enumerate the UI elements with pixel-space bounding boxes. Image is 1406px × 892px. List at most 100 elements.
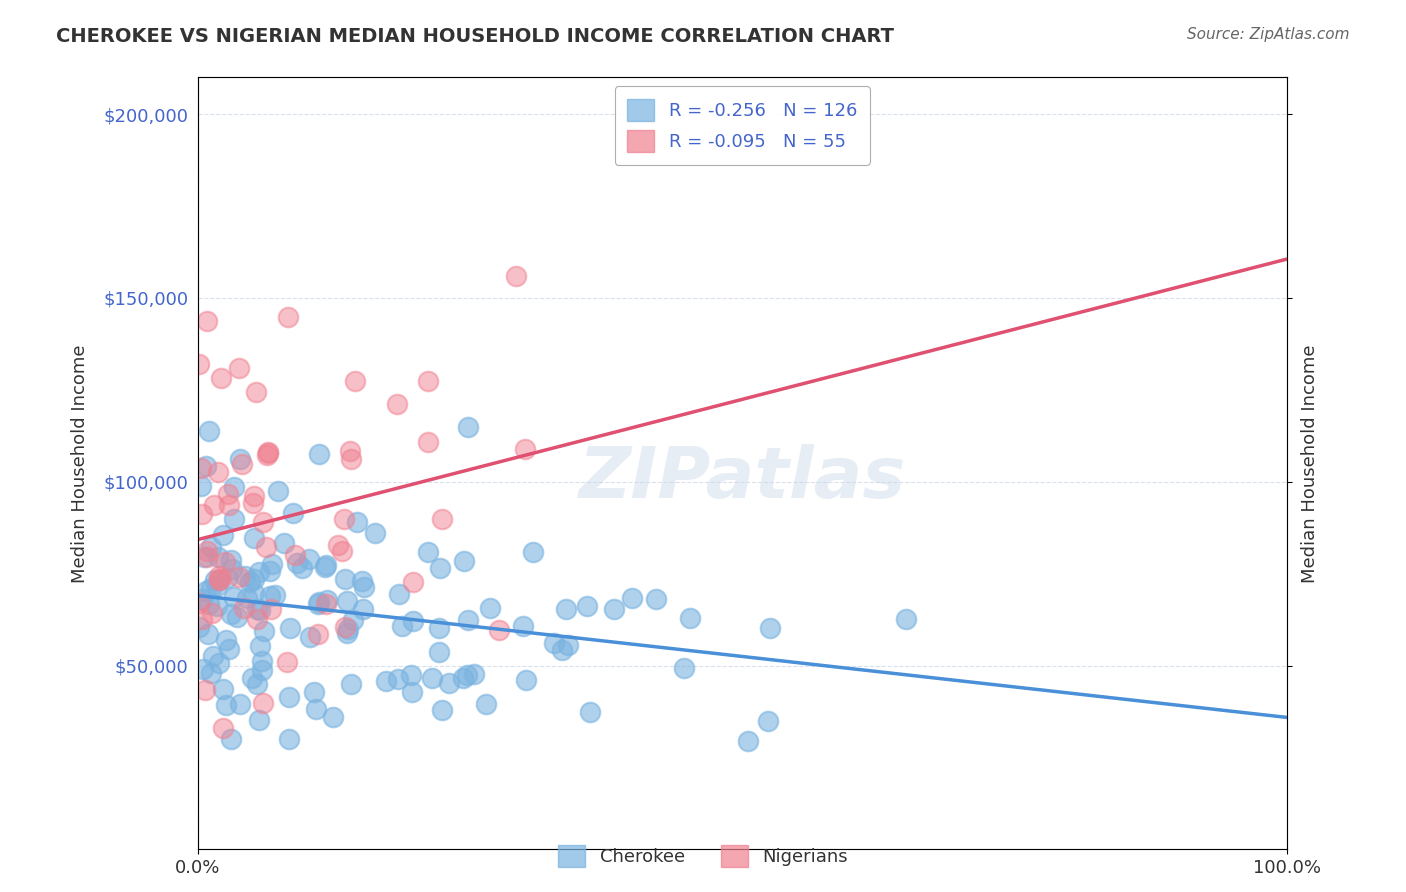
Cherokee	[273, 536, 295, 550]
Cherokee	[211, 681, 233, 696]
Cherokee	[420, 671, 443, 685]
Cherokee	[233, 568, 256, 582]
Nigerians	[195, 550, 218, 565]
Nigerians	[207, 465, 229, 479]
Cherokee	[401, 685, 423, 699]
Text: CHEROKEE VS NIGERIAN MEDIAN HOUSEHOLD INCOME CORRELATION CHART: CHEROKEE VS NIGERIAN MEDIAN HOUSEHOLD IN…	[56, 27, 894, 45]
Cherokee	[246, 602, 269, 616]
Cherokee	[208, 573, 231, 587]
Cherokee	[551, 642, 574, 657]
Cherokee	[298, 552, 321, 566]
Nigerians	[246, 611, 269, 625]
Cherokee	[240, 671, 263, 685]
Cherokee	[246, 676, 269, 690]
Cherokee	[200, 541, 222, 555]
Cherokee	[278, 621, 301, 635]
Cherokee	[603, 601, 626, 615]
Cherokee	[620, 591, 643, 606]
Nigerians	[191, 507, 214, 521]
Cherokee	[204, 573, 226, 587]
Nigerians	[243, 489, 266, 503]
Cherokee	[375, 673, 398, 688]
Cherokee	[364, 525, 387, 540]
Cherokee	[322, 710, 344, 724]
Nigerians	[209, 371, 232, 385]
Cherokee	[229, 452, 252, 467]
Legend: R = -0.256   N = 126, R = -0.095   N = 55: R = -0.256 N = 126, R = -0.095 N = 55	[614, 87, 870, 165]
Nigerians	[200, 606, 222, 620]
Nigerians	[190, 461, 212, 475]
Cherokee	[267, 483, 290, 498]
Cherokee	[758, 714, 780, 728]
Nigerians	[233, 601, 256, 615]
Cherokee	[197, 424, 219, 438]
Nigerians	[242, 495, 264, 509]
Cherokee	[678, 611, 700, 625]
Cherokee	[575, 599, 598, 614]
Cherokee	[287, 556, 309, 570]
Cherokee	[194, 584, 217, 599]
Cherokee	[478, 601, 501, 615]
Nigerians	[208, 569, 231, 583]
Cherokee	[219, 607, 242, 621]
Cherokee	[402, 614, 425, 628]
Nigerians	[252, 696, 274, 710]
Nigerians	[418, 435, 440, 450]
Cherokee	[430, 703, 453, 717]
Cherokee	[336, 626, 359, 640]
Cherokee	[315, 558, 337, 572]
Text: Source: ZipAtlas.com: Source: ZipAtlas.com	[1187, 27, 1350, 42]
Cherokee	[218, 642, 240, 657]
Cherokee	[475, 697, 498, 711]
Y-axis label: Median Household Income: Median Household Income	[1301, 344, 1319, 582]
Cherokee	[346, 516, 368, 530]
Nigerians	[488, 623, 510, 637]
Cherokee	[308, 595, 330, 609]
Cherokee	[190, 479, 212, 493]
Nigerians	[228, 570, 250, 584]
Nigerians	[217, 487, 239, 501]
Cherokee	[350, 574, 373, 588]
Cherokee	[427, 645, 450, 659]
Cherokee	[236, 591, 259, 605]
Cherokee	[208, 657, 231, 671]
Cherokee	[337, 622, 360, 636]
Cherokee	[308, 446, 330, 460]
Cherokee	[737, 734, 759, 748]
Cherokee	[194, 458, 217, 473]
Cherokee	[187, 620, 209, 634]
Nigerians	[190, 612, 212, 626]
Cherokee	[200, 582, 222, 596]
Nigerians	[505, 268, 527, 283]
Cherokee	[249, 639, 271, 653]
Nigerians	[208, 572, 231, 586]
Cherokee	[226, 610, 249, 624]
Cherokee	[202, 649, 225, 664]
Cherokee	[211, 528, 233, 542]
Nigerians	[252, 516, 274, 530]
Cherokee	[193, 549, 215, 564]
Cherokee	[391, 618, 413, 632]
Cherokee	[387, 673, 409, 687]
Cherokee	[342, 614, 364, 628]
Cherokee	[205, 599, 228, 613]
Nigerians	[195, 543, 218, 558]
Cherokee	[314, 559, 336, 574]
Cherokee	[291, 561, 314, 575]
Cherokee	[247, 565, 270, 579]
Cherokee	[457, 613, 479, 627]
Cherokee	[200, 666, 222, 681]
Nigerians	[259, 602, 281, 616]
Nigerians	[194, 682, 217, 697]
Cherokee	[229, 697, 252, 711]
Cherokee	[333, 572, 356, 586]
Cherokee	[429, 561, 451, 575]
Cherokee	[543, 636, 565, 650]
Nigerians	[256, 448, 278, 462]
Cherokee	[457, 419, 479, 434]
Nigerians	[276, 655, 298, 669]
Cherokee	[262, 558, 284, 572]
Cherokee	[197, 626, 219, 640]
Cherokee	[298, 631, 321, 645]
Cherokee	[243, 572, 266, 586]
